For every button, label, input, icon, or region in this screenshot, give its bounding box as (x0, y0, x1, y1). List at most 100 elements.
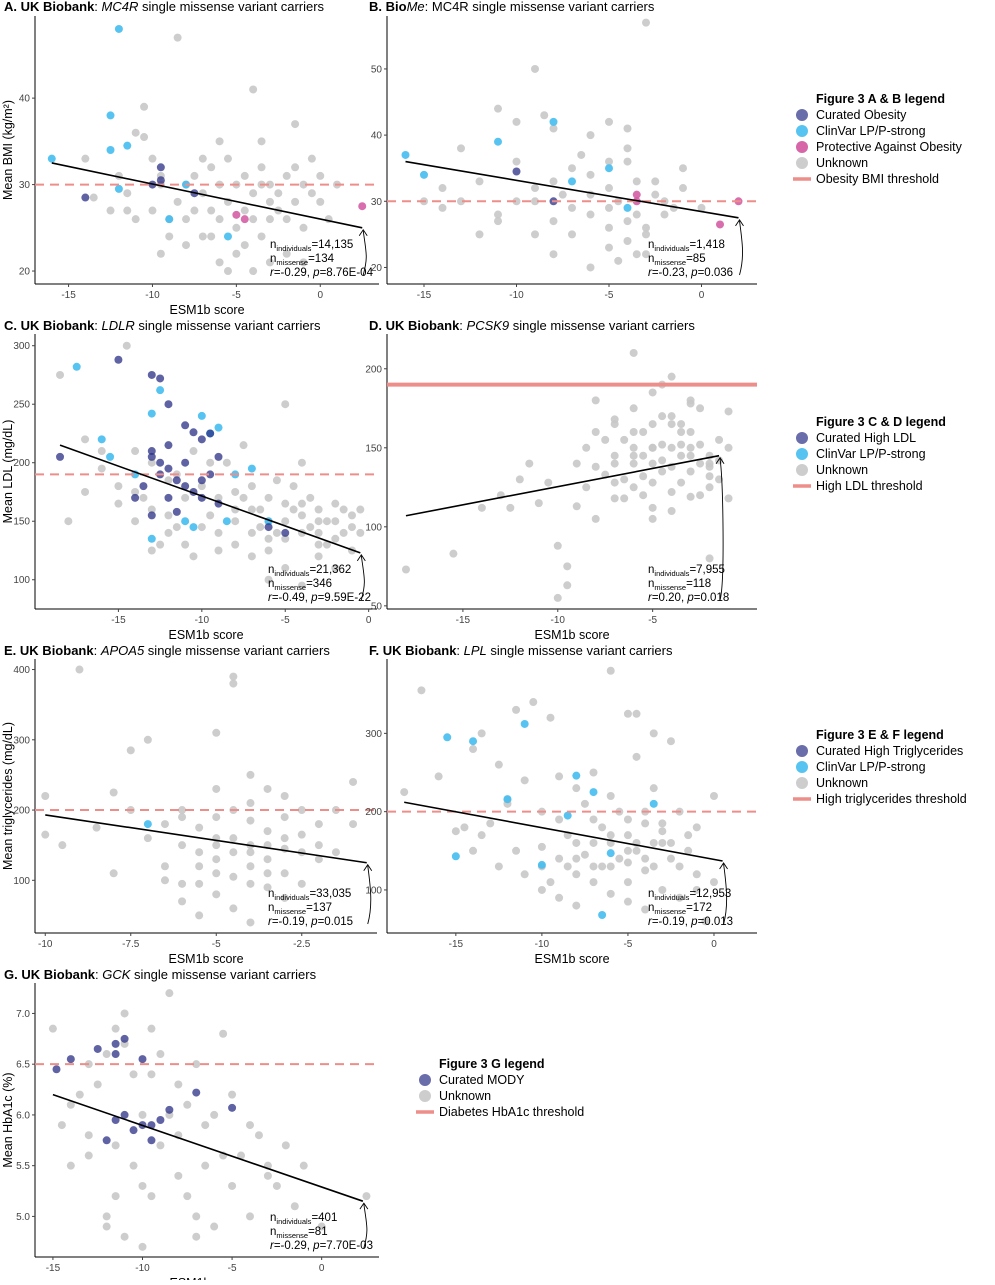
x-tick-label: 0 (699, 290, 705, 301)
point-unknown (331, 848, 340, 857)
stat-n-missense: nmissense=134 (270, 253, 335, 267)
point-unknown (140, 102, 149, 111)
point-unknown (249, 189, 258, 198)
point-unknown (160, 820, 169, 829)
point-unknown (237, 1151, 246, 1160)
point-unknown (512, 117, 521, 126)
point-unknown (106, 206, 115, 215)
point-unknown (623, 709, 632, 718)
point-unknown (316, 171, 325, 180)
point-clinvar (181, 517, 190, 526)
point-unknown (629, 427, 638, 436)
panel-F: F. UK Biobank: LPL single missense varia… (365, 643, 757, 966)
panel-label: G. (4, 967, 18, 982)
point-unknown (705, 472, 714, 481)
point-unknown (658, 440, 667, 449)
y-tick-label: 5.5 (16, 1161, 30, 1172)
legend-swatch-point (796, 125, 808, 137)
point-unknown (64, 517, 73, 526)
point-unknown (589, 838, 598, 847)
panel-label: E. (4, 643, 16, 658)
point-unknown (299, 1161, 308, 1170)
point-unknown (246, 918, 255, 927)
y-tick-label: 40 (19, 94, 31, 105)
point-unknown (123, 206, 132, 215)
point-curated (147, 370, 156, 379)
point-unknown (531, 230, 539, 239)
point-curated (147, 452, 156, 461)
stat-r-p: r=-0.19, p=0.013 (648, 916, 733, 928)
x-tick-label: -5 (605, 290, 614, 301)
point-unknown (601, 435, 610, 444)
point-unknown (692, 870, 701, 879)
stat-n-individuals: nindividuals=1,418 (648, 239, 725, 253)
y-axis-label: Mean LDL (mg/dL) (1, 420, 15, 524)
point-unknown (568, 164, 576, 173)
point-unknown (475, 230, 484, 239)
annotation-arrowhead (715, 456, 725, 464)
legend-title: Figure 3 A & B legend (816, 92, 945, 106)
point-unknown (549, 124, 558, 133)
point-unknown (297, 458, 306, 467)
point-unknown (563, 562, 572, 571)
legend-swatch-point (796, 432, 808, 444)
x-axis-label: ESM1b score (169, 303, 244, 317)
point-curated (181, 458, 190, 467)
point-unknown (57, 1121, 66, 1130)
panel-D: D. UK Biobank: PCSK9 single missense var… (365, 318, 757, 642)
point-curated (56, 452, 65, 461)
point-unknown (610, 478, 619, 487)
point-unknown (207, 163, 216, 172)
point-unknown (297, 581, 306, 590)
point-curated (189, 428, 198, 437)
point-unknown (614, 256, 623, 265)
point-unknown (190, 171, 199, 180)
point-curated (156, 374, 165, 383)
point-unknown (401, 565, 410, 574)
point-unknown (705, 462, 714, 471)
legend-title: Figure 3 E & F legend (816, 728, 944, 742)
point-unknown (207, 232, 216, 241)
point-unknown (349, 777, 358, 786)
point-unknown (75, 665, 84, 674)
x-tick-label: 0 (711, 939, 717, 950)
point-unknown (160, 876, 169, 885)
stat-n-individuals: nindividuals=7,955 (648, 564, 725, 578)
point-unknown (686, 451, 695, 460)
stat-r-p: r=-0.49, p=9.59E-22 (268, 592, 371, 604)
point-unknown (697, 203, 706, 212)
point-unknown (281, 534, 290, 543)
point-unknown (102, 1212, 111, 1221)
point-unknown (610, 415, 619, 424)
title-rest: single missense variant carriers (135, 318, 321, 333)
point-curated (147, 447, 156, 456)
point-unknown (648, 443, 657, 452)
point-clinvar (197, 411, 206, 420)
point-unknown (555, 893, 564, 902)
point-unknown (246, 862, 255, 871)
point-unknown (192, 1060, 201, 1069)
point-unknown (257, 137, 266, 146)
point-clinvar (443, 733, 452, 742)
stat-r-p: r=0.20, p=0.018 (648, 592, 729, 604)
point-unknown (651, 190, 660, 199)
annotation-arrow (367, 865, 372, 925)
point-unknown (701, 917, 710, 926)
y-tick-label: 40 (371, 131, 383, 142)
legend-item-label: Obesity BMI threshold (816, 172, 939, 186)
point-unknown (449, 549, 458, 558)
title-rest: single missense variant carriers (509, 318, 695, 333)
title-cohort: UK Biobank (21, 967, 95, 982)
point-unknown (212, 784, 221, 793)
point-unknown (257, 232, 266, 241)
panel-title: F. UK Biobank: LPL single missense varia… (369, 643, 673, 658)
y-tick-label: 6.5 (16, 1060, 30, 1071)
point-unknown (198, 154, 207, 163)
legend-g: Figure 3 G legend Curated MODY Unknown Diab… (416, 1057, 584, 1119)
point-unknown (282, 215, 291, 224)
point-unknown (198, 232, 207, 241)
point-curated (139, 482, 148, 491)
legend-ef: Figure 3 E & F legend Curated High Trigly… (793, 728, 967, 806)
point-unknown (651, 177, 660, 186)
y-tick-label: 150 (365, 443, 382, 454)
